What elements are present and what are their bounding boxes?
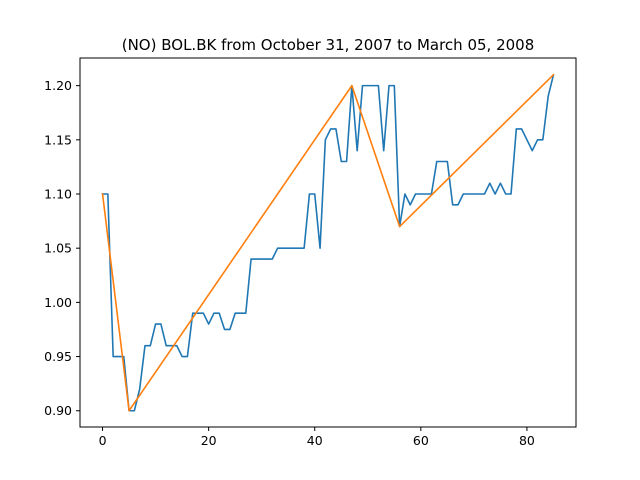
x-tick-label: 40 — [307, 433, 323, 448]
x-tick-label: 80 — [519, 433, 535, 448]
x-tick-label: 0 — [99, 433, 107, 448]
y-axis: 0.90 0.95 1.00 1.05 1.10 1.15 1.20 — [44, 78, 80, 418]
y-tick-label: 1.10 — [44, 187, 72, 202]
y-tick-label: 1.05 — [44, 241, 72, 256]
plot-frame — [79, 57, 577, 428]
x-tick-label: 60 — [413, 433, 429, 448]
y-tick-label: 1.20 — [44, 78, 72, 93]
series-layer — [101, 73, 555, 412]
x-tick-label: 20 — [201, 433, 217, 448]
y-tick-label: 0.95 — [44, 349, 72, 364]
y-tick-label: 1.00 — [44, 295, 72, 310]
y-tick-label: 1.15 — [44, 132, 72, 147]
series-line-2 — [101, 73, 555, 412]
chart-title: (NO) BOL.BK from October 31, 2007 to Mar… — [122, 36, 535, 54]
y-tick-label: 0.90 — [44, 403, 72, 418]
x-axis: 0 20 40 60 80 — [99, 427, 535, 448]
series-line-1 — [101, 73, 555, 412]
